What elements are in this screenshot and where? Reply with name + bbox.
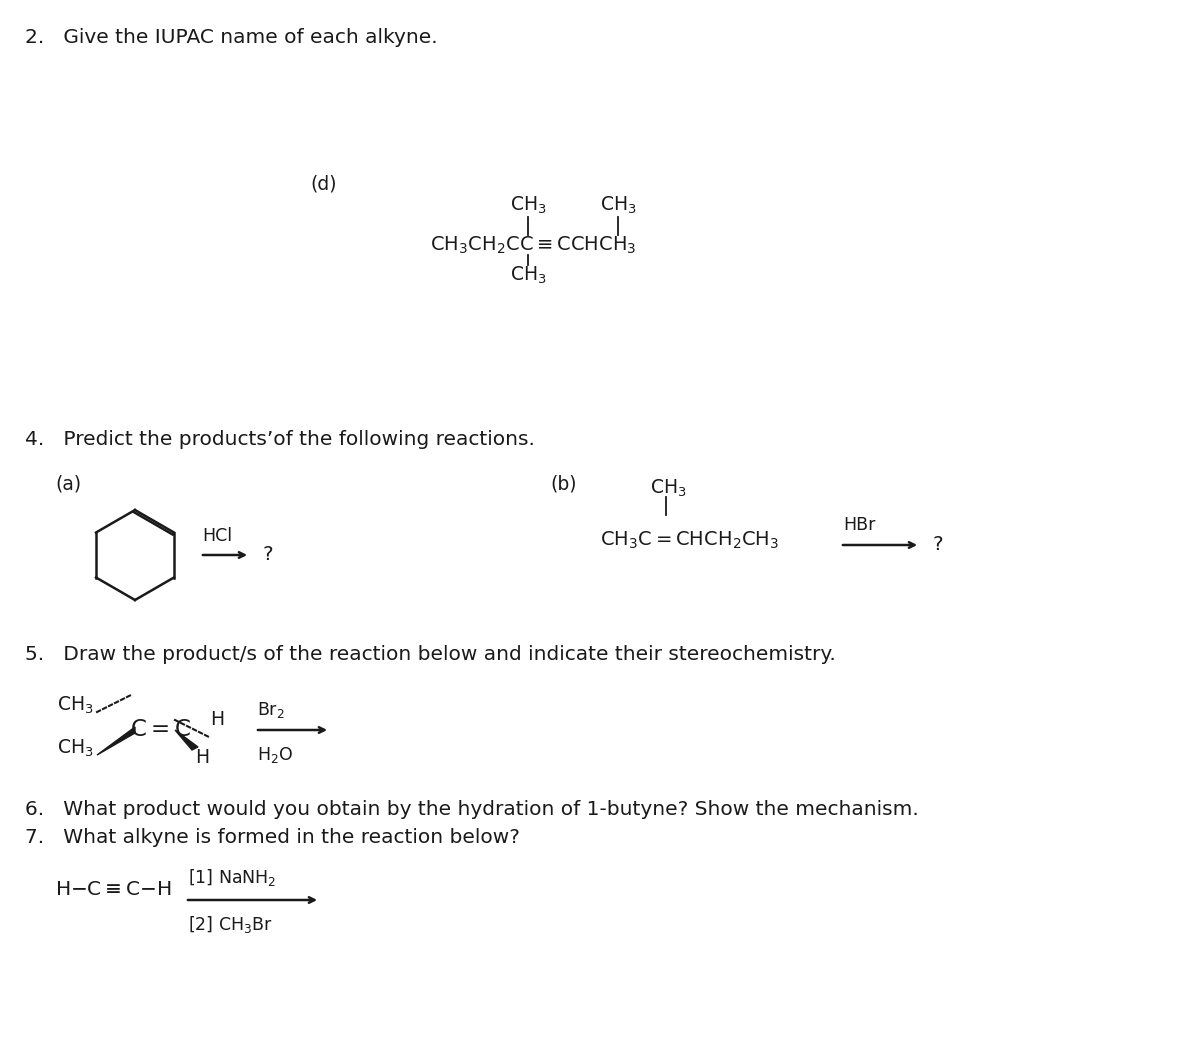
Polygon shape — [175, 730, 198, 750]
Text: H: H — [210, 710, 224, 729]
Text: C$=$C: C$=$C — [130, 718, 191, 742]
Text: HBr: HBr — [842, 516, 875, 534]
Text: CH$_3$: CH$_3$ — [58, 738, 94, 760]
Text: [2] CH$_3$Br: [2] CH$_3$Br — [188, 914, 272, 935]
Text: 2.   Give the IUPAC name of each alkyne.: 2. Give the IUPAC name of each alkyne. — [25, 28, 438, 47]
Text: Br$_2$: Br$_2$ — [257, 700, 284, 720]
Text: CH$_3$: CH$_3$ — [650, 479, 686, 500]
Text: H$_2$O: H$_2$O — [257, 745, 293, 765]
Text: CH$_3$: CH$_3$ — [600, 195, 637, 216]
Text: [1] NaNH$_2$: [1] NaNH$_2$ — [188, 867, 276, 888]
Text: (a): (a) — [55, 475, 82, 494]
Text: CH$_3$: CH$_3$ — [510, 265, 547, 286]
Text: ?: ? — [932, 536, 943, 555]
Text: CH$_3$CH$_2$CC$\equiv$CCHCH$_3$: CH$_3$CH$_2$CC$\equiv$CCHCH$_3$ — [430, 234, 636, 257]
Text: CH$_3$: CH$_3$ — [510, 195, 547, 216]
Text: HCl: HCl — [202, 527, 232, 545]
Text: (b): (b) — [550, 475, 576, 494]
Text: (d): (d) — [310, 175, 336, 194]
Text: 5.   Draw the product/s of the reaction below and indicate their stereochemistry: 5. Draw the product/s of the reaction be… — [25, 645, 835, 664]
Text: H: H — [194, 748, 209, 767]
Text: H$-$C$\equiv$C$-$H: H$-$C$\equiv$C$-$H — [55, 880, 172, 899]
Text: 7.   What alkyne is formed in the reaction below?: 7. What alkyne is formed in the reaction… — [25, 828, 520, 847]
Text: 4.   Predict the products’of the following reactions.: 4. Predict the products’of the following… — [25, 430, 535, 449]
Text: CH$_3$C$=$CHCH$_2$CH$_3$: CH$_3$C$=$CHCH$_2$CH$_3$ — [600, 530, 779, 552]
Polygon shape — [97, 727, 134, 755]
Text: 6.   What product would you obtain by the hydration of 1-butyne? Show the mechan: 6. What product would you obtain by the … — [25, 800, 919, 819]
Text: CH$_3$: CH$_3$ — [58, 695, 94, 716]
Text: ?: ? — [262, 545, 272, 564]
